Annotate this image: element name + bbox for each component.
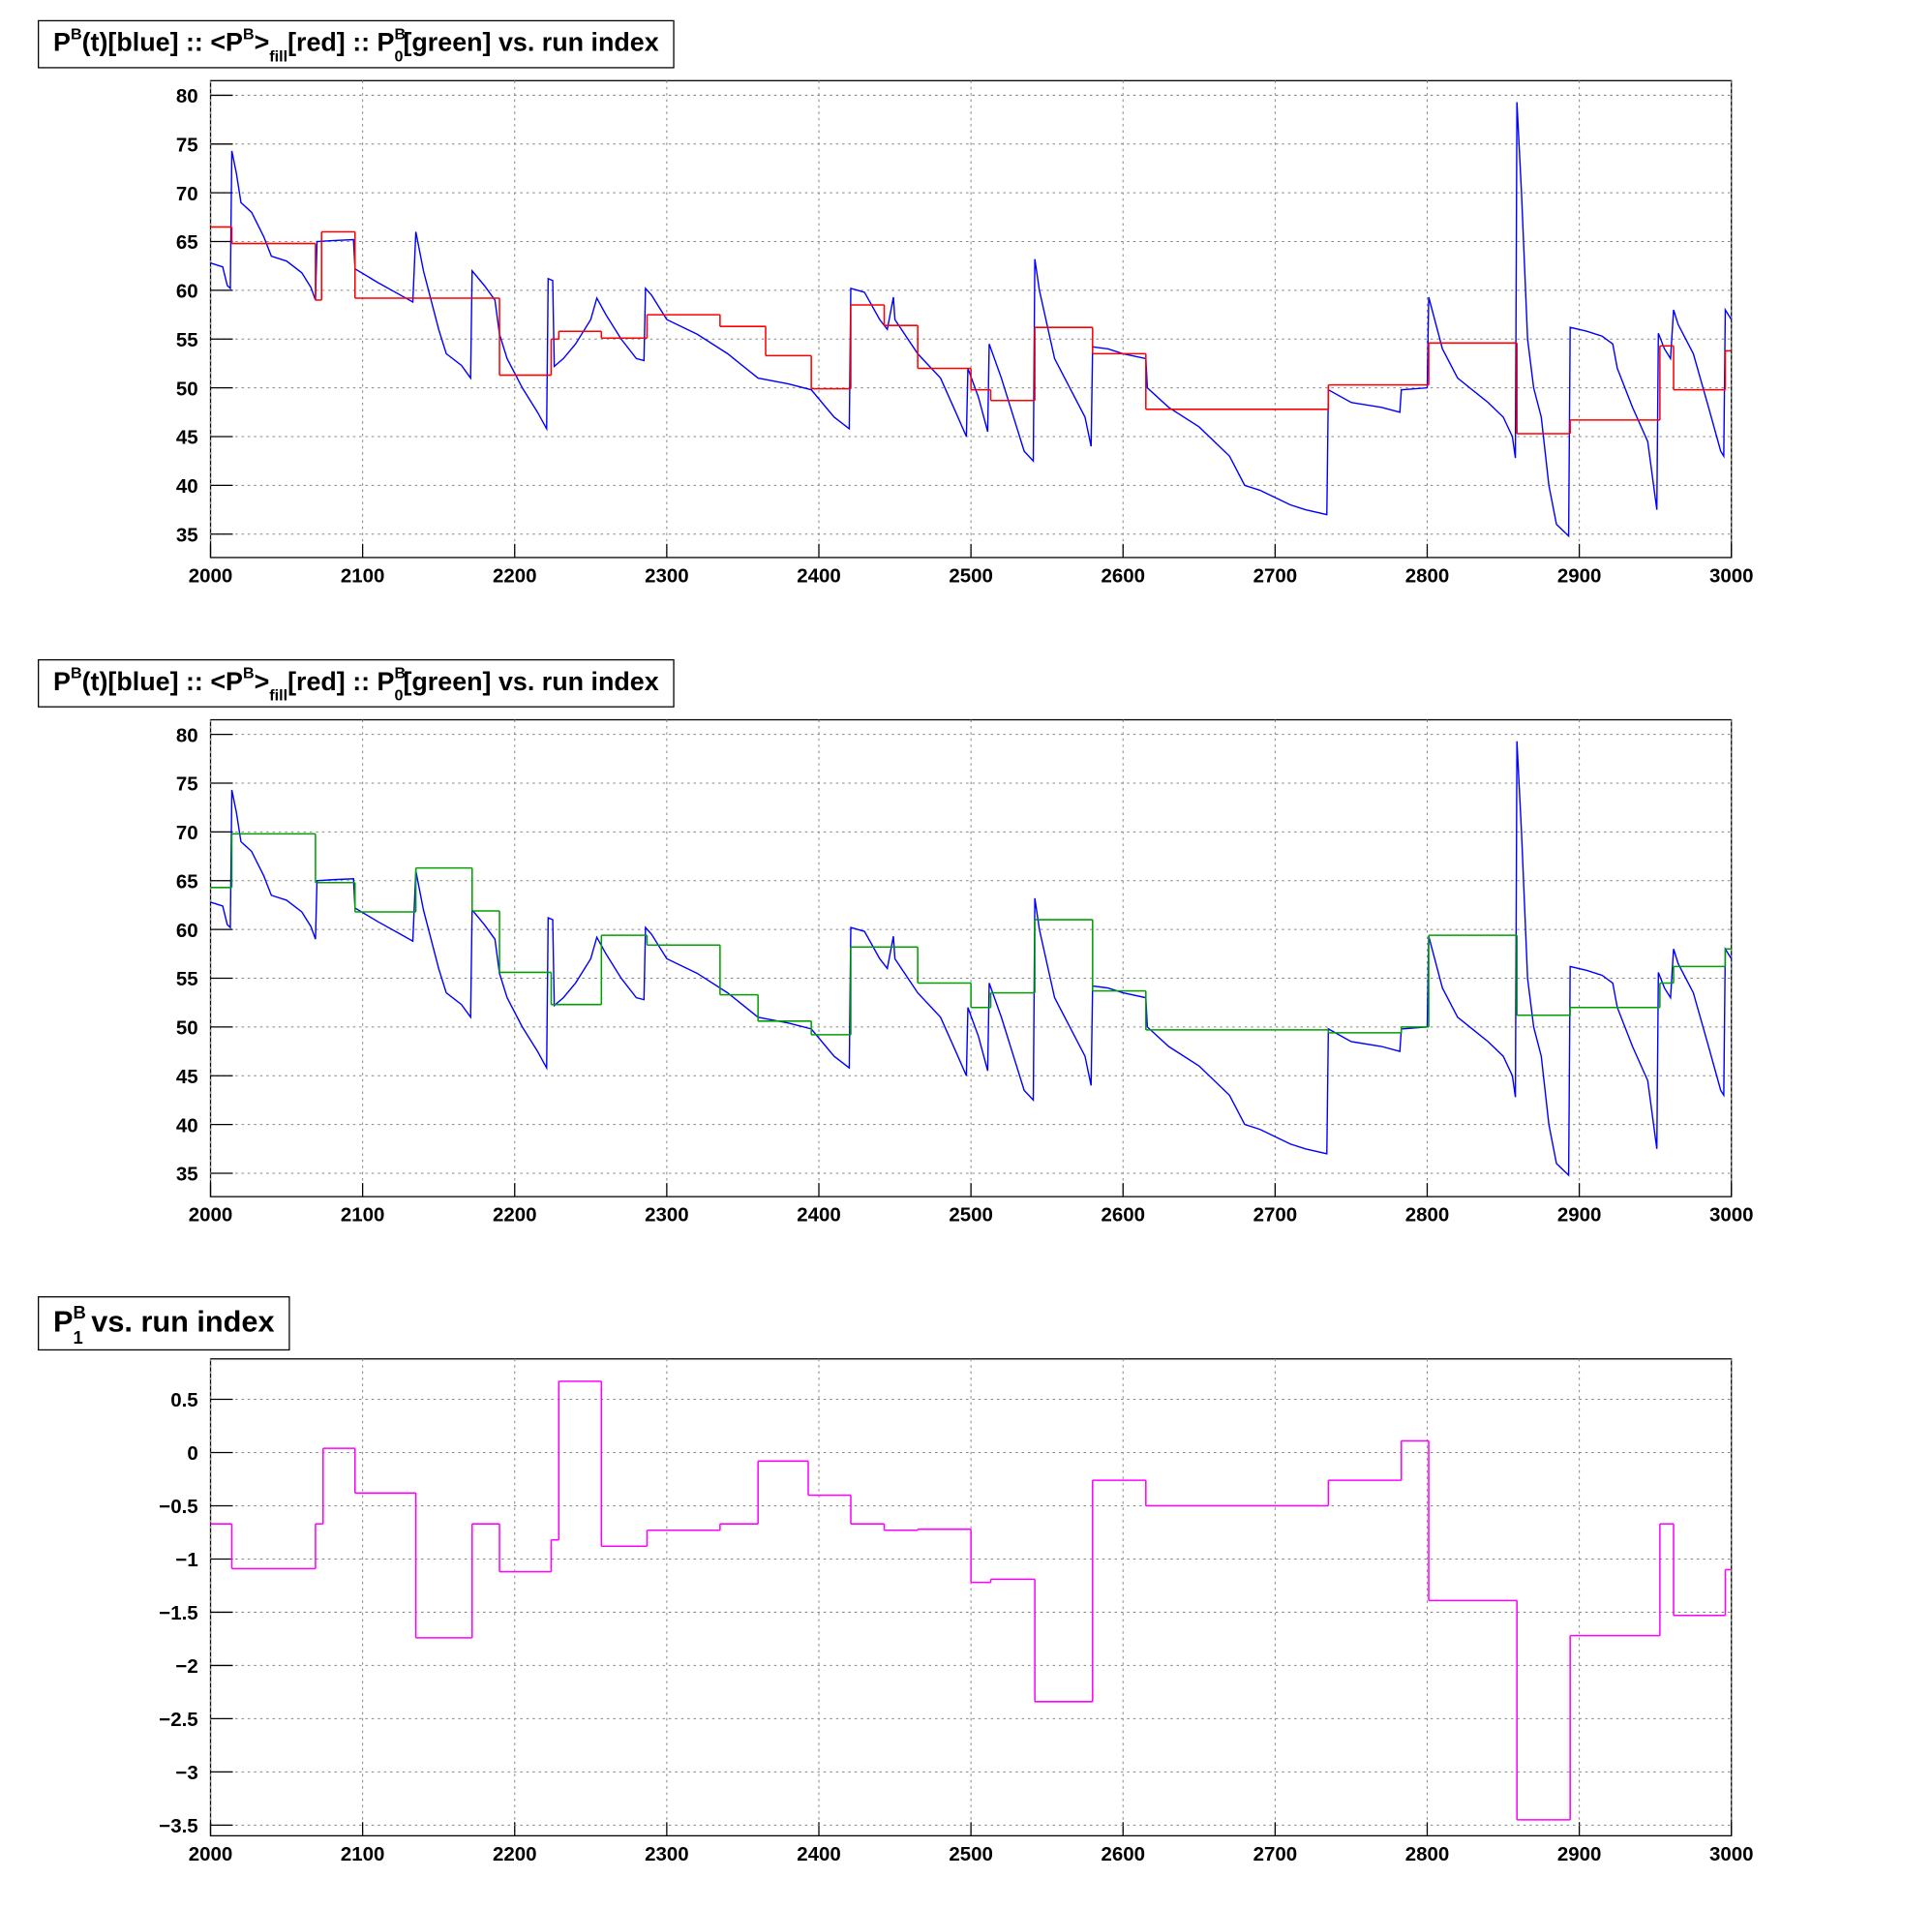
x-tick-label: 2000 xyxy=(189,565,233,588)
title-part: B xyxy=(394,665,406,682)
line-series xyxy=(210,741,1733,1177)
title-part: vs. run index xyxy=(83,1305,275,1339)
x-tick-label: 2600 xyxy=(1101,1843,1145,1865)
x-tick-label: 2000 xyxy=(189,1204,233,1227)
y-tick-label: 70 xyxy=(176,183,198,205)
x-tick-label: 2600 xyxy=(1101,1204,1145,1227)
y-tick-label: −1 xyxy=(175,1549,197,1571)
y-tick-label: 35 xyxy=(176,1164,198,1186)
y-tick-label: 80 xyxy=(176,724,198,746)
y-tick-label: 40 xyxy=(176,1114,198,1136)
title-part: [green] vs. run index xyxy=(403,667,658,696)
title-part: > xyxy=(255,667,270,696)
y-tick-label: 35 xyxy=(176,524,198,546)
x-tick-label: 2900 xyxy=(1557,565,1602,588)
x-tick-label: 3000 xyxy=(1709,1204,1754,1227)
title-part: [green] vs. run index xyxy=(403,28,658,57)
y-tick-label: 0.5 xyxy=(170,1389,197,1411)
title-part: [red] :: P xyxy=(287,667,394,696)
x-tick-label: 2300 xyxy=(645,1204,689,1227)
title-box xyxy=(38,1296,290,1351)
plot-frame xyxy=(209,718,1733,1197)
x-tick-label: 2700 xyxy=(1253,565,1298,588)
title-part: fill xyxy=(269,47,287,65)
y-tick-label: 65 xyxy=(176,870,198,893)
y-tick-label: 75 xyxy=(176,134,198,156)
x-tick-label: 2600 xyxy=(1101,565,1145,588)
title-part: (t)[blue] :: <P xyxy=(82,28,243,57)
x-tick-label: 2900 xyxy=(1557,1843,1602,1865)
title-part: B xyxy=(243,665,255,682)
x-tick-label: 2400 xyxy=(797,565,841,588)
y-tick-label: 55 xyxy=(176,968,198,990)
x-tick-label: 2300 xyxy=(645,1843,689,1865)
title-box xyxy=(38,19,675,69)
title-part: B xyxy=(243,26,255,44)
x-tick-label: 2200 xyxy=(493,565,537,588)
y-tick-label: −0.5 xyxy=(159,1496,197,1518)
x-tick-label: 2500 xyxy=(949,1843,993,1865)
title-part: P xyxy=(53,1305,73,1339)
y-tick-label: −3.5 xyxy=(159,1815,197,1837)
title-part: 0 xyxy=(394,47,403,65)
x-tick-label: 2100 xyxy=(341,1843,385,1865)
y-tick-label: −3 xyxy=(175,1762,197,1784)
x-tick-label: 2100 xyxy=(341,565,385,588)
title-part: B xyxy=(73,1302,85,1322)
y-tick-label: 65 xyxy=(176,231,198,254)
y-tick-label: −2 xyxy=(175,1655,197,1678)
x-tick-label: 2400 xyxy=(797,1204,841,1227)
chart-title: PB 1 vs. run index xyxy=(53,1302,275,1348)
x-tick-label: 2200 xyxy=(493,1204,537,1227)
x-tick-label: 3000 xyxy=(1709,565,1754,588)
y-tick-label: 45 xyxy=(176,1066,198,1088)
y-tick-label: 60 xyxy=(176,281,198,303)
title-part: fill xyxy=(269,687,287,705)
title-part: P xyxy=(53,28,71,57)
y-tick-label: 50 xyxy=(176,378,198,400)
x-tick-label: 2000 xyxy=(189,1843,233,1865)
y-tick-label: 40 xyxy=(176,475,198,498)
title-box xyxy=(38,658,675,708)
title-part: [red] :: P xyxy=(287,28,394,57)
x-tick-label: 2800 xyxy=(1405,565,1450,588)
plot-frame xyxy=(209,1358,1733,1836)
x-tick-label: 2800 xyxy=(1405,1843,1450,1865)
x-tick-label: 3000 xyxy=(1709,1843,1754,1865)
x-tick-label: 2200 xyxy=(493,1843,537,1865)
title-part: (t)[blue] :: <P xyxy=(82,667,243,696)
y-tick-label: 0 xyxy=(187,1442,197,1465)
title-part: 1 xyxy=(73,1327,82,1348)
x-tick-label: 2500 xyxy=(949,565,993,588)
x-tick-label: 2500 xyxy=(949,1204,993,1227)
plot-frame xyxy=(209,79,1733,559)
y-tick-label: −1.5 xyxy=(159,1602,197,1624)
x-tick-label: 2700 xyxy=(1253,1204,1298,1227)
title-part: B xyxy=(71,665,82,682)
x-tick-label: 2900 xyxy=(1557,1204,1602,1227)
x-tick-label: 2100 xyxy=(341,1204,385,1227)
y-tick-label: −2.5 xyxy=(159,1709,197,1731)
title-part: > xyxy=(255,28,270,57)
y-tick-label: 55 xyxy=(176,329,198,351)
title-part: 0 xyxy=(394,687,403,705)
y-tick-label: 75 xyxy=(176,773,198,796)
x-tick-label: 2300 xyxy=(645,565,689,588)
y-tick-label: 80 xyxy=(176,85,198,107)
y-tick-label: 70 xyxy=(176,822,198,844)
x-tick-label: 2400 xyxy=(797,1843,841,1865)
y-tick-label: 50 xyxy=(176,1017,198,1040)
title-part: B xyxy=(71,26,82,44)
chart-title: PB(t)[blue] :: <PB>fill[red] :: PB 0[gree… xyxy=(53,665,659,705)
y-tick-label: 45 xyxy=(176,427,198,449)
y-tick-label: 60 xyxy=(176,920,198,942)
x-tick-label: 2700 xyxy=(1253,1843,1298,1865)
title-part: P xyxy=(53,667,71,696)
title-part: B xyxy=(394,26,406,44)
x-tick-label: 2800 xyxy=(1405,1204,1450,1227)
chart-title: PB(t)[blue] :: <PB>fill[red] :: PB 0[gree… xyxy=(53,26,659,66)
